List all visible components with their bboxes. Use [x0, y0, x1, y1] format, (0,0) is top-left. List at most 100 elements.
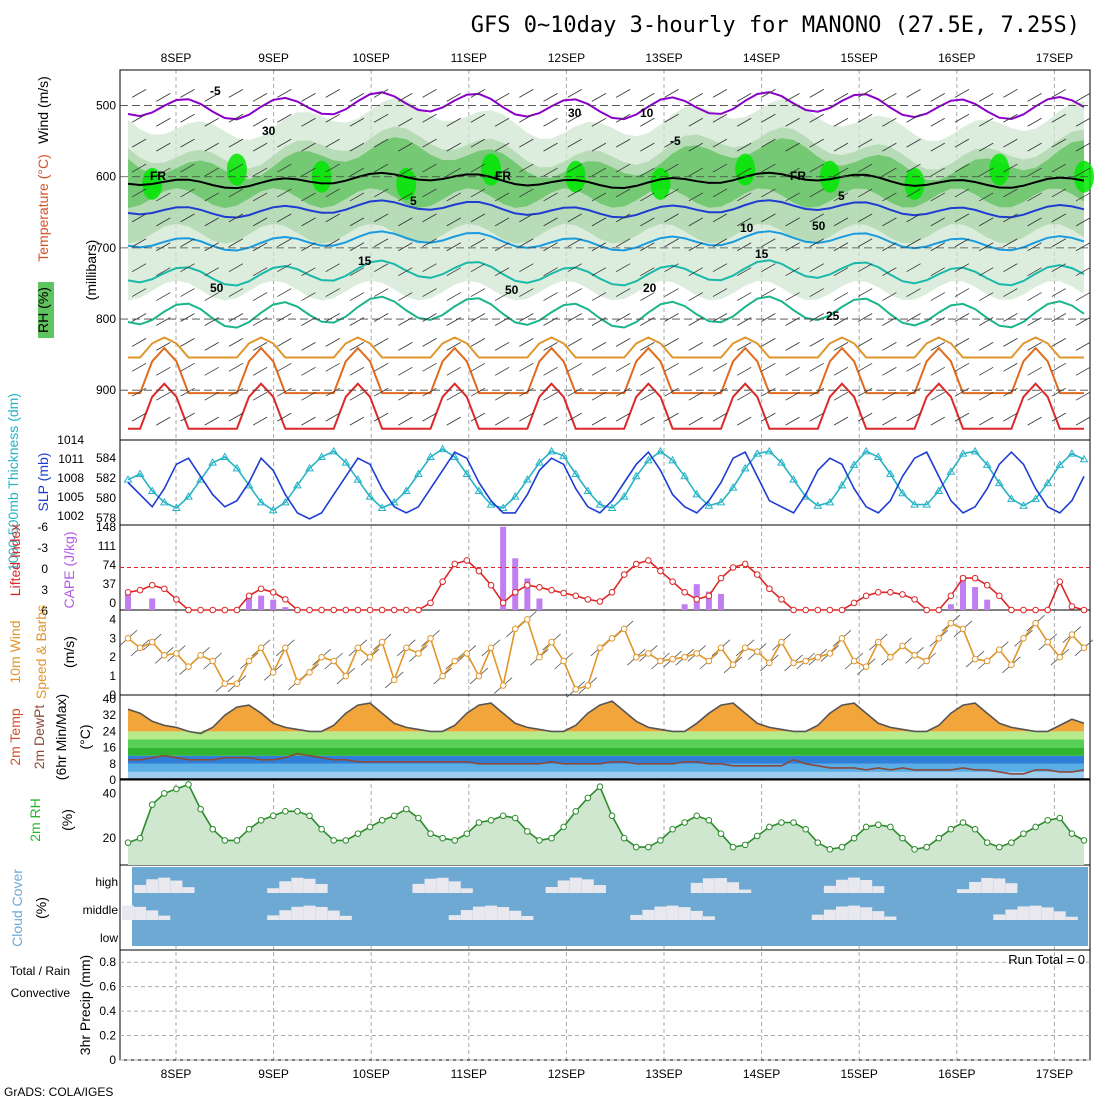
wind-barb [591, 267, 607, 277]
lifted-index-line-point [511, 588, 519, 596]
wind-barb [688, 416, 703, 426]
thickness-line-point [656, 446, 665, 455]
wind-barb [591, 342, 607, 351]
cape-bar [282, 607, 289, 610]
wind-speed-line-point [524, 616, 531, 623]
wind-barb [930, 192, 945, 202]
wind-barb [736, 117, 752, 127]
wind-barb [349, 117, 365, 127]
freezing-level-contour [127, 171, 1085, 190]
wind-barb [422, 263, 437, 273]
thickness-line-point [861, 446, 871, 455]
slp-line [127, 450, 1085, 520]
wind-barb [422, 238, 437, 248]
thickness-line-point [268, 505, 278, 514]
wind-barb [494, 342, 510, 351]
cape-tick: 148 [96, 520, 116, 534]
wind-barb [446, 342, 461, 351]
wind-speed-line-point [209, 657, 217, 665]
wind-barb [398, 117, 413, 127]
wind-barb [228, 188, 244, 198]
cape-tick: 74 [103, 558, 117, 572]
wind-speed-line-point [596, 644, 604, 652]
rh-line-point [427, 830, 434, 837]
wind-barb [446, 92, 461, 102]
rh-shading [128, 137, 1084, 209]
wind-barb [180, 238, 195, 248]
wind-speed-line-point [620, 625, 628, 633]
wind-barb [470, 412, 486, 422]
wind-barb [930, 242, 945, 252]
wind-barb [712, 412, 728, 422]
thickness-line-point [789, 475, 798, 483]
temp-contour-15 [127, 259, 1085, 287]
rh-2m-panel: 40 20 2m RH (%) [27, 781, 1088, 865]
wind-barb [567, 163, 582, 173]
wind-barb [446, 267, 461, 277]
wind-barb [1051, 362, 1066, 372]
temperature-band [128, 747, 1084, 756]
lifted-index-line-point [475, 567, 483, 575]
thickness-line-point [643, 455, 653, 464]
wind-barb [131, 188, 147, 198]
wind-barb [1003, 113, 1018, 123]
wind-barb [325, 113, 340, 123]
cloud-mid-block [267, 915, 280, 920]
cloud-high-block [581, 879, 594, 893]
wind-barb [422, 163, 437, 173]
wind-barb [131, 213, 147, 223]
thickness-line-point [1067, 449, 1077, 457]
dewpoint-line [128, 752, 1085, 775]
wind-barb [785, 292, 800, 301]
thickness-line-point [1031, 494, 1040, 502]
cloud-mid-block [835, 906, 848, 920]
wind-barb [882, 192, 897, 202]
wind-barb [688, 292, 703, 301]
temperature-legend: Temperature (°C) [35, 154, 51, 262]
lifted-index-line-point [669, 578, 676, 585]
lifted-index-line-point [766, 585, 773, 593]
thickness-line-point [922, 500, 932, 508]
thickness-line-point [147, 486, 157, 494]
temp-tick: 40 [103, 692, 117, 706]
wind-barb [688, 366, 703, 376]
lifted-index-line-point [451, 560, 459, 568]
thickness-line-point [958, 449, 968, 457]
wind-barb [398, 242, 413, 252]
wind-barb [615, 387, 631, 397]
wind-barb [615, 138, 631, 148]
wind-speed-line-point [1020, 635, 1027, 642]
wind-barb [688, 242, 703, 252]
lifted-index-line-point [415, 606, 422, 614]
wind-speed-line-point [874, 638, 882, 646]
wind-barb [833, 92, 849, 102]
rh-line-point [645, 843, 652, 851]
wind-barb [906, 387, 921, 397]
rh-line-point [342, 837, 350, 844]
wind-barb [930, 342, 945, 351]
wind-barb [446, 242, 461, 252]
wind-barb [156, 391, 171, 401]
wind-speed-line-point [415, 650, 422, 657]
temperature-band [128, 739, 1084, 748]
wind-barb [833, 142, 849, 152]
wind-barb [156, 317, 171, 326]
wind-axis-units: (m/s) [61, 636, 77, 668]
wind-barb [930, 267, 945, 277]
x-tick-top: 10SEP [353, 51, 390, 65]
rh-line-point [282, 808, 289, 815]
wind-barb [494, 192, 510, 202]
wind-barb [736, 242, 752, 252]
rh-legend: RH (%) [35, 287, 51, 333]
wind-barb [785, 92, 800, 102]
panel-frame-wind [119, 609, 1091, 696]
rh-line-point [463, 830, 471, 837]
wind-speed-line-point [548, 638, 555, 646]
wind-speed-line-point [330, 657, 338, 665]
wind-barb [954, 313, 970, 322]
wind-barb [277, 138, 292, 148]
wind-barb [519, 362, 534, 372]
lifted-index-line-point [1020, 606, 1027, 614]
thickness-line-point [740, 463, 750, 472]
wind-barb [591, 167, 607, 177]
